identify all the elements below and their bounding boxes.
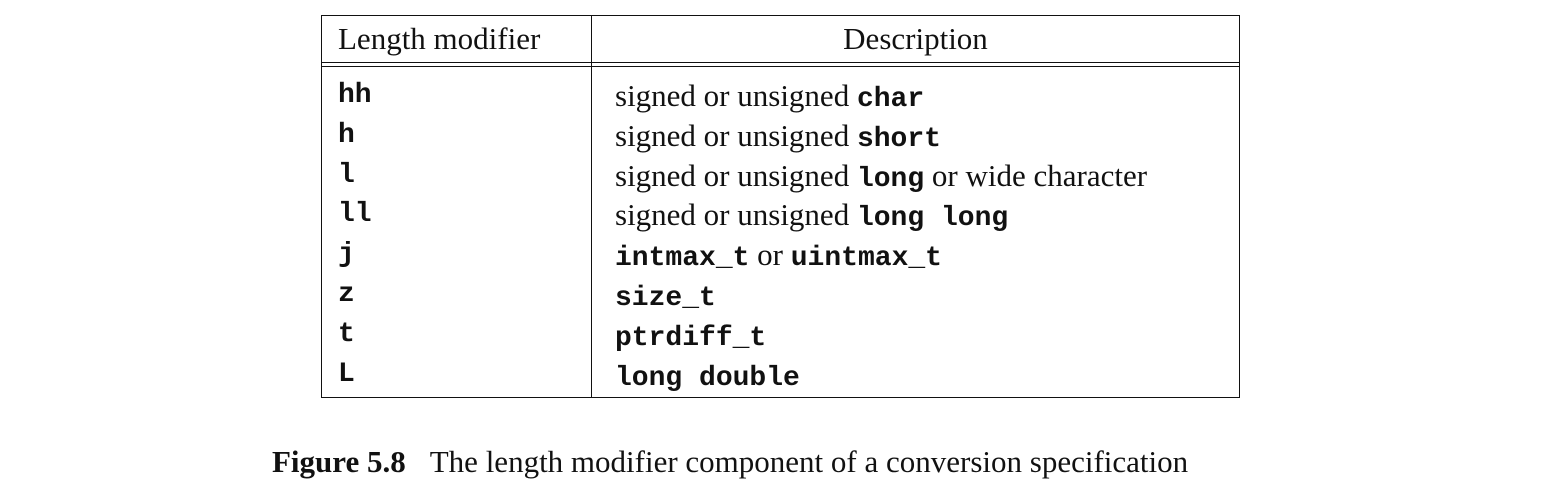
code-text: long long	[856, 203, 1009, 235]
modifier-cell: j	[338, 239, 355, 271]
figure-label: Figure 5.8	[272, 444, 406, 479]
table-row: hh signed or unsigned char	[322, 77, 1239, 117]
table-row: t ptrdiff_t	[322, 316, 1239, 356]
header-description: Description	[843, 21, 988, 56]
code-text: long	[856, 163, 925, 195]
description-cell: signed or unsigned short	[615, 117, 941, 159]
table-row: h signed or unsigned short	[322, 117, 1239, 157]
table-row: j intmax_t or uintmax_t	[322, 236, 1239, 276]
description-cell: signed or unsigned char	[615, 77, 924, 119]
modifier-cell: t	[338, 318, 355, 350]
modifier-cell: ll	[338, 199, 372, 231]
column-divider	[591, 16, 592, 397]
figure-caption-text: The length modifier component of a conve…	[429, 444, 1189, 479]
modifier-cell: z	[338, 278, 355, 310]
code-text: long double	[615, 362, 800, 394]
code-text: ptrdiff_t	[615, 322, 767, 354]
modifier-cell: h	[338, 119, 355, 151]
description-text: signed or unsigned	[615, 197, 857, 233]
modifier-cell: L	[338, 358, 355, 390]
description-text: signed or unsigned	[615, 117, 857, 153]
description-text: signed or unsigned	[615, 78, 857, 113]
table-row: l signed or unsigned long or wide charact…	[322, 157, 1239, 197]
code-text: intmax_t	[615, 243, 750, 275]
length-modifier-table: Length modifier Description hh signed or …	[321, 15, 1240, 398]
table-row: z size_t	[322, 276, 1239, 316]
figure-caption: Figure 5.8 The length modifier component …	[272, 444, 1188, 480]
description-cell: signed or unsigned long long	[615, 196, 1008, 238]
code-text: uintmax_t	[790, 243, 942, 275]
description-cell: signed or unsigned long or wide characte…	[615, 157, 1147, 199]
code-text: size_t	[615, 282, 716, 314]
code-text: short	[856, 123, 941, 155]
table-body: hh signed or unsigned char h signed or unsi…	[322, 77, 1239, 395]
description-cell: long double	[615, 356, 800, 398]
description-text: signed or unsigned	[615, 157, 857, 193]
description-text: or	[749, 237, 791, 273]
description-cell: size_t	[615, 276, 716, 318]
modifier-cell: l	[338, 159, 355, 191]
code-text: char	[856, 84, 925, 115]
table-row: ll signed or unsigned long long	[322, 196, 1239, 236]
description-cell: intmax_t or uintmax_t	[615, 236, 942, 278]
header-double-rule	[322, 62, 1239, 67]
header-length-modifier: Length modifier	[338, 21, 541, 56]
description-cell: ptrdiff_t	[615, 316, 766, 358]
modifier-cell: hh	[338, 80, 372, 111]
description-text: or wide character	[924, 157, 1148, 193]
